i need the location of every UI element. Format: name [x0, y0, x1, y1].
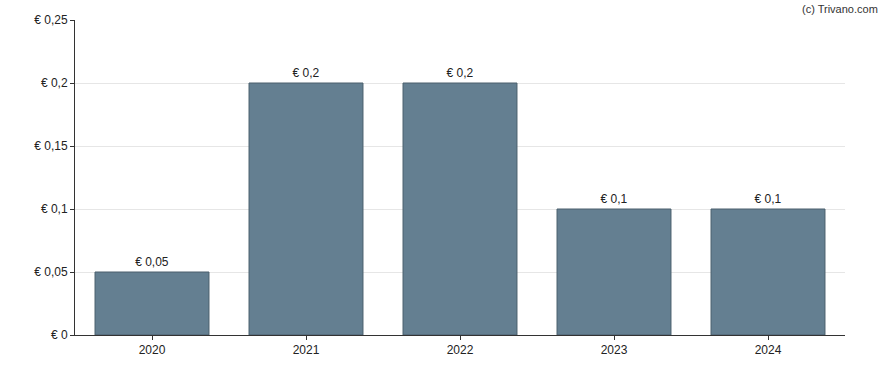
svg-text:€ 0,05: € 0,05	[34, 265, 68, 279]
svg-text:€ 0,2: € 0,2	[41, 76, 68, 90]
svg-text:€ 0: € 0	[51, 328, 68, 342]
svg-text:2020: 2020	[139, 343, 166, 357]
svg-text:2024: 2024	[755, 343, 782, 357]
svg-text:€ 0,25: € 0,25	[34, 13, 68, 27]
svg-text:2022: 2022	[447, 343, 474, 357]
svg-text:€ 0,1: € 0,1	[754, 192, 781, 206]
svg-text:€ 0,2: € 0,2	[292, 66, 319, 80]
svg-text:2021: 2021	[293, 343, 320, 357]
svg-text:€ 0,1: € 0,1	[41, 202, 68, 216]
svg-text:(c) Trivano.com: (c) Trivano.com	[802, 3, 878, 15]
svg-text:€ 0,1: € 0,1	[600, 192, 627, 206]
svg-text:2023: 2023	[601, 343, 628, 357]
svg-text:€ 0,2: € 0,2	[446, 66, 473, 80]
svg-text:€ 0,05: € 0,05	[135, 255, 169, 269]
svg-text:€ 0,15: € 0,15	[34, 139, 68, 153]
